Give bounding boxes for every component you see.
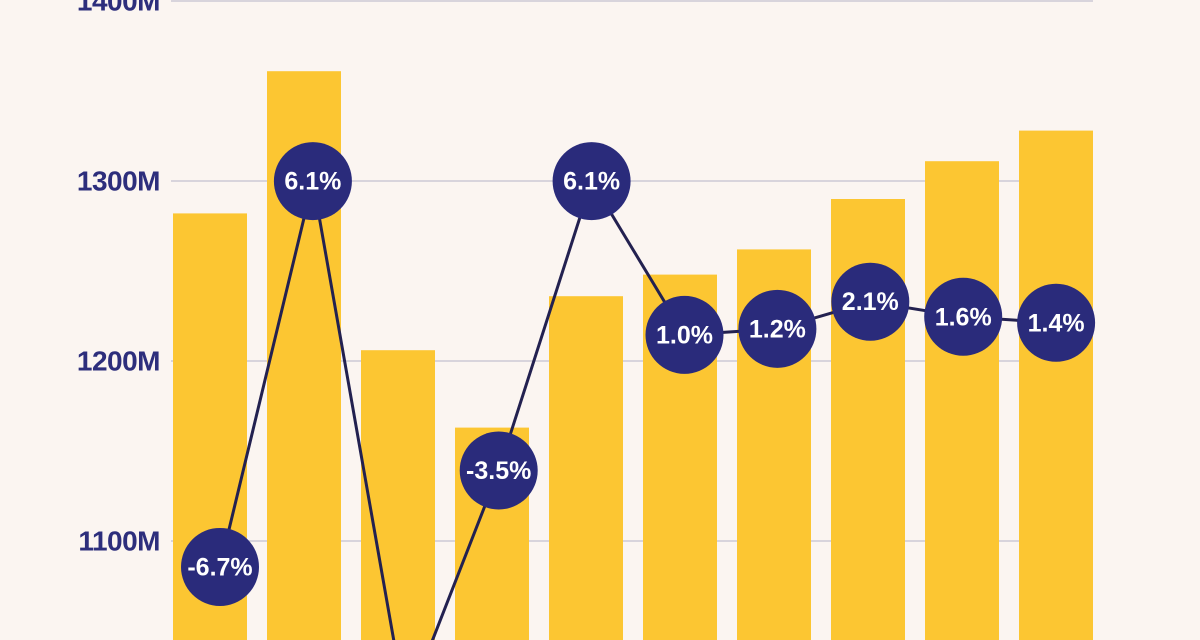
percent-marker-2[interactable] xyxy=(273,142,352,221)
bar-3[interactable] xyxy=(361,350,435,640)
percent-marker-label: 6.1% xyxy=(284,168,341,196)
percent-change-line xyxy=(218,177,1057,640)
percent-marker-5[interactable] xyxy=(552,142,631,221)
percent-marker-7[interactable] xyxy=(738,289,817,368)
percent-marker-1[interactable] xyxy=(181,527,259,606)
percent-marker-9[interactable] xyxy=(924,277,1003,356)
y-axis-label: 1200M xyxy=(77,346,160,377)
percent-marker-8[interactable] xyxy=(831,262,910,341)
percent-marker-label: -6.7% xyxy=(187,553,252,581)
percent-marker-4[interactable] xyxy=(459,431,538,510)
percent-marker-10[interactable] xyxy=(1017,283,1096,362)
bar-9[interactable] xyxy=(925,161,999,640)
bar-10[interactable] xyxy=(1019,130,1093,640)
percent-marker-label: 2.1% xyxy=(842,288,899,316)
y-axis-label: 1100M xyxy=(78,526,160,557)
percent-marker-label: 1.6% xyxy=(935,303,992,331)
bar-5[interactable] xyxy=(549,296,623,640)
percent-marker-label: 6.1% xyxy=(563,168,620,196)
percent-marker-label: 1.2% xyxy=(749,315,806,343)
percent-marker-label: 1.4% xyxy=(1028,309,1085,337)
percent-marker-6[interactable] xyxy=(645,295,724,374)
y-axis-label: 1400M xyxy=(77,0,160,17)
percent-marker-label: 1.0% xyxy=(656,321,713,349)
y-axis-label: 1300M xyxy=(77,166,160,197)
percent-marker-label: -3.5% xyxy=(466,457,531,485)
